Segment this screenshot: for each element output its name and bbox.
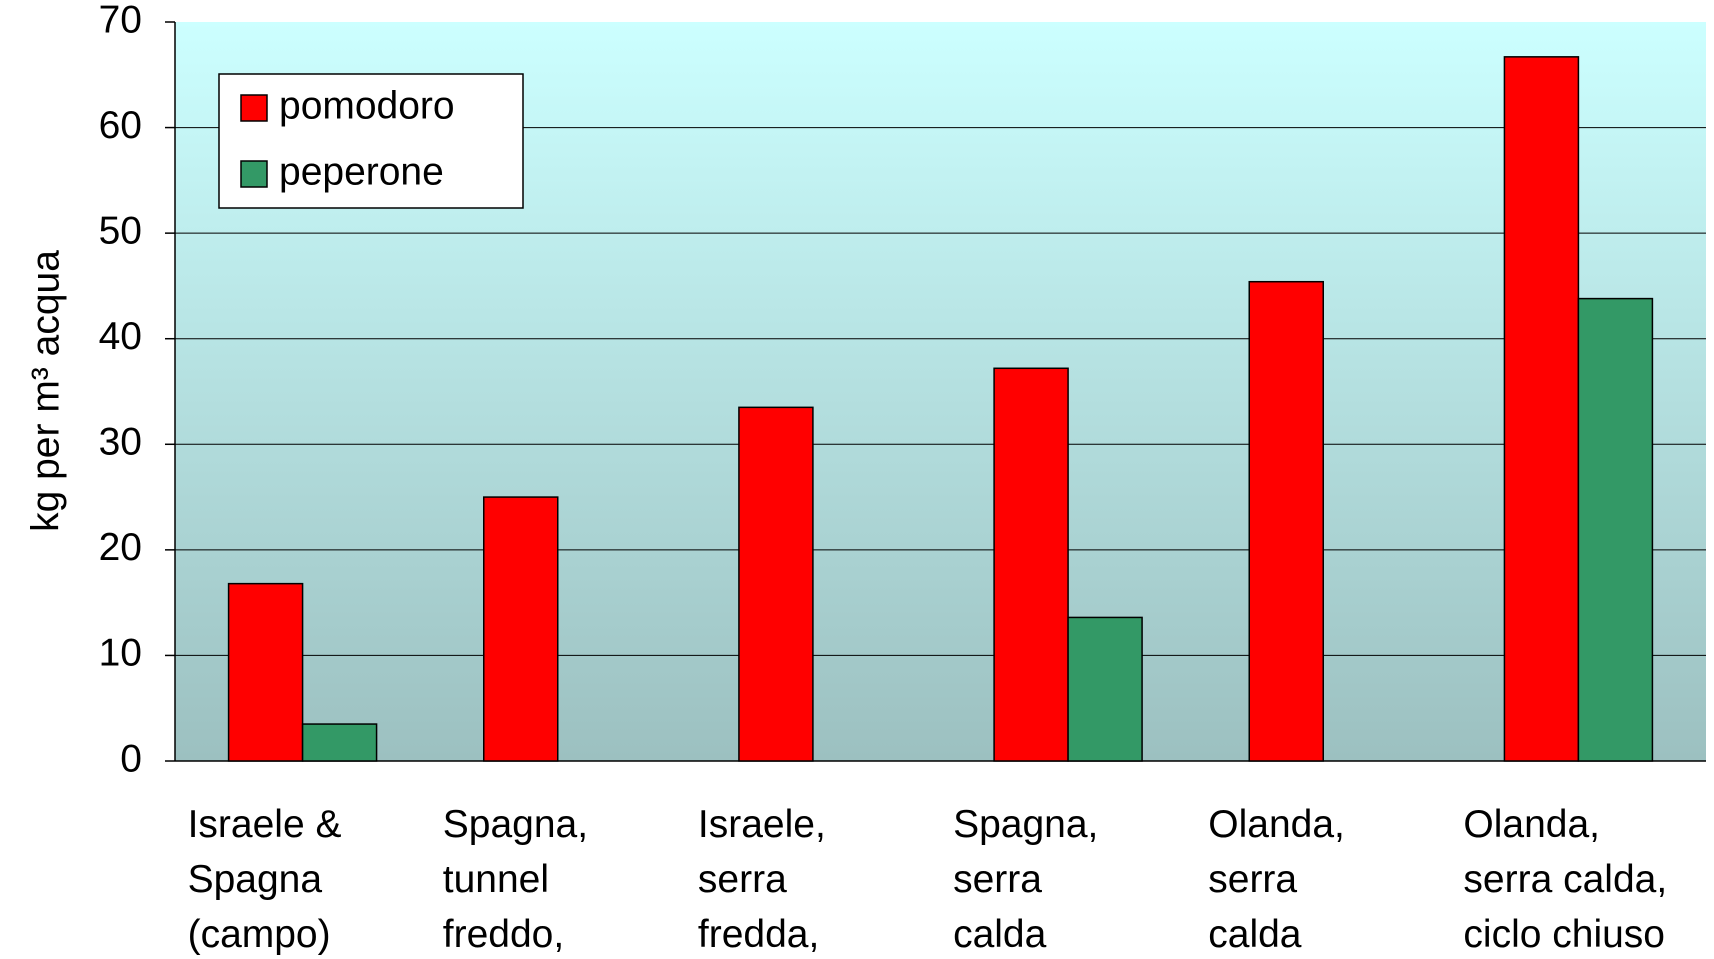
y-tick-label: 40 xyxy=(99,315,142,358)
legend-label: pomodoro xyxy=(279,84,455,127)
y-tick-label: 0 xyxy=(120,737,142,780)
legend-label: peperone xyxy=(279,150,444,193)
y-tick-label: 50 xyxy=(99,209,142,252)
bar xyxy=(1504,57,1578,761)
bar xyxy=(1578,299,1652,761)
y-tick-label: 10 xyxy=(99,632,142,675)
bar xyxy=(303,724,377,761)
x-tick-label: Spagna, tunnel freddo, xyxy=(443,797,588,959)
y-tick-label: 20 xyxy=(99,526,142,569)
y-tick-label: 70 xyxy=(99,0,142,41)
x-tick-label: Israele, serra fredda, xyxy=(698,797,826,959)
x-tick-label: Spagna, serra calda xyxy=(953,797,1098,959)
bar xyxy=(1249,282,1323,761)
y-tick-label: 60 xyxy=(99,104,142,147)
bar xyxy=(739,407,813,761)
y-tick-label: 30 xyxy=(99,421,142,464)
x-tick-label: Olanda, serra calda, ciclo chiuso xyxy=(1463,797,1667,959)
legend-swatch xyxy=(241,95,267,121)
bar xyxy=(994,368,1068,761)
x-tick-label: Olanda, serra calda xyxy=(1208,797,1345,959)
x-tick-label: Israele & Spagna (campo) xyxy=(188,797,342,959)
y-axis-label: kg per m³ acqua xyxy=(24,250,67,532)
page: kg per m³ acqua 0 10 20 30 40 50 60 70 pomodoro p… xyxy=(0,0,1714,959)
bar xyxy=(229,584,303,761)
bar xyxy=(484,497,558,761)
bar xyxy=(1068,617,1142,761)
legend-swatch xyxy=(241,161,267,187)
